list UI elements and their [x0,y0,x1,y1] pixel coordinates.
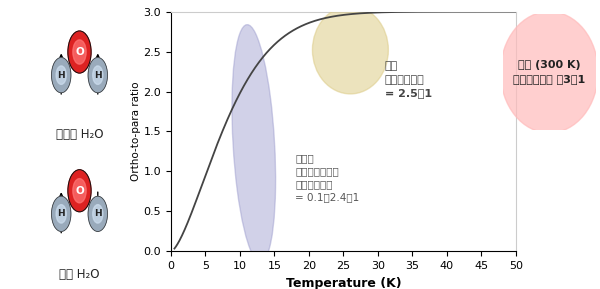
Ellipse shape [232,25,275,262]
Circle shape [52,197,71,231]
Text: O: O [75,47,84,57]
Circle shape [68,31,91,73]
Circle shape [52,58,71,92]
Text: H: H [58,209,65,218]
Circle shape [56,66,67,84]
Text: H: H [94,71,101,80]
Y-axis label: Ortho-to-para ratio: Ortho-to-para ratio [131,82,141,181]
Circle shape [56,205,67,223]
Text: H: H [58,71,65,80]
Text: O: O [75,186,84,196]
Text: 星間雲
原始惑星系円盤
オルト：パラ
= 0.1～2.4：1: 星間雲 原始惑星系円盤 オルト：パラ = 0.1～2.4：1 [295,153,359,203]
Circle shape [73,179,86,203]
Text: 彗星
オルト：パラ
= 2.5：1: 彗星 オルト：パラ = 2.5：1 [385,61,432,98]
Circle shape [92,66,103,84]
Circle shape [68,170,91,212]
Text: 地球 (300 K)
オルト：パラ ＝3：1: 地球 (300 K) オルト：パラ ＝3：1 [513,60,586,84]
Circle shape [73,40,86,64]
Circle shape [88,197,107,231]
Ellipse shape [500,12,598,133]
Circle shape [88,58,107,92]
Text: オルト H₂O: オルト H₂O [56,128,103,141]
Circle shape [92,205,103,223]
Text: パラ H₂O: パラ H₂O [59,268,100,281]
Ellipse shape [313,6,388,94]
X-axis label: Temperature (K): Temperature (K) [286,277,401,289]
Text: H: H [94,209,101,218]
